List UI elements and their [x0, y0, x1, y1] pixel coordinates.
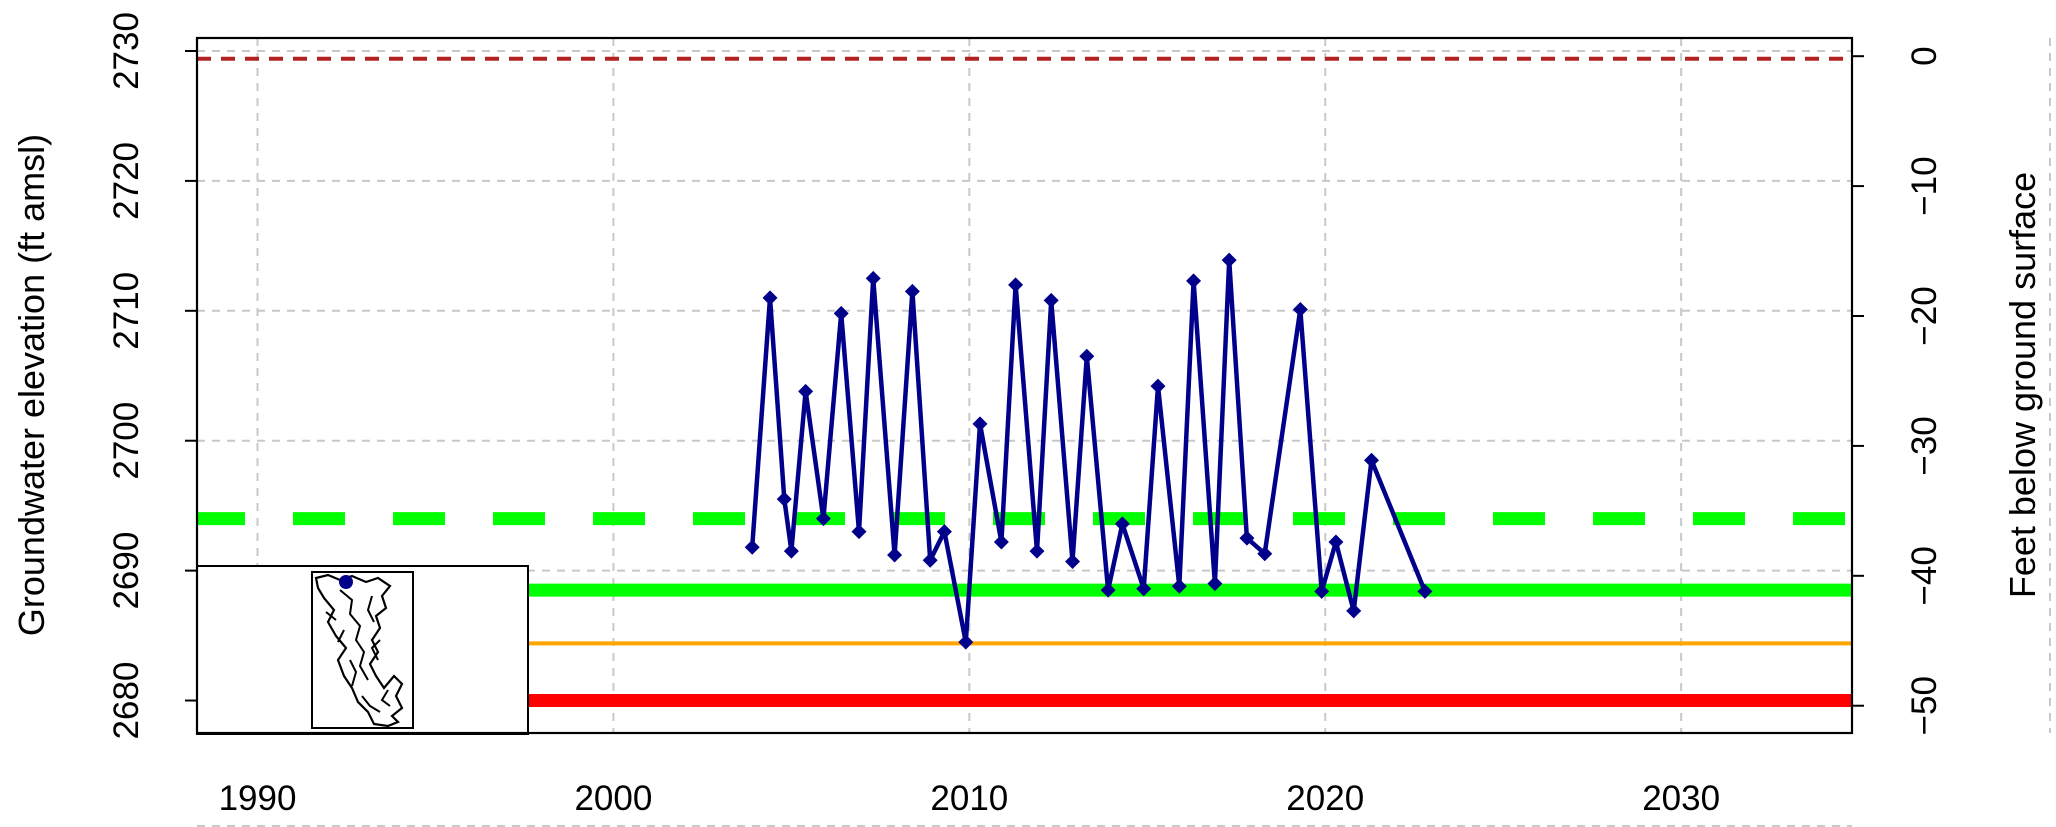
data-point — [1043, 292, 1059, 308]
data-point — [958, 634, 974, 650]
y2-axis-title: Feet below ground surface — [2002, 172, 2043, 598]
y2-tick-label: −40 — [1905, 546, 1944, 605]
data-point — [1221, 252, 1237, 268]
y-axis-title: Groundwater elevation (ft amsl) — [11, 134, 52, 636]
data-point — [904, 283, 920, 299]
data-point — [972, 416, 988, 432]
data-point — [783, 543, 799, 559]
inset-map-inner-boundary — [325, 589, 391, 713]
data-point — [1292, 302, 1308, 318]
data-point — [1100, 582, 1116, 598]
data-point — [1239, 530, 1255, 546]
y2-tick-label: −10 — [1905, 156, 1944, 215]
well-location-marker — [339, 575, 353, 589]
data-point — [851, 524, 867, 540]
data-point — [1114, 516, 1130, 532]
x-tick-label: 2020 — [1286, 779, 1364, 818]
data-point — [1008, 277, 1024, 293]
data-point — [1328, 534, 1344, 550]
x-tick-label: 2000 — [574, 779, 652, 818]
data-point — [887, 547, 903, 563]
y-tick-label: 2700 — [107, 402, 146, 480]
x-tick-label: 2030 — [1642, 779, 1720, 818]
x-tick-label: 1990 — [219, 779, 297, 818]
data-point — [1207, 576, 1223, 592]
data-point — [798, 383, 814, 399]
data-point — [1171, 578, 1187, 594]
data-point — [1346, 603, 1362, 619]
y-tick-label: 2730 — [107, 12, 146, 90]
data-point — [1257, 546, 1273, 562]
y2-tick-label: 0 — [1905, 46, 1944, 65]
plot-frame — [195, 36, 1854, 735]
y2-tick-label: −20 — [1905, 286, 1944, 345]
axes: 2680 2690 2700 2710 2720 2730 0 −10 −20 −30 −40 −50… — [107, 12, 1944, 818]
data-point — [1079, 348, 1095, 364]
data-point — [1186, 273, 1202, 289]
y-tick-label: 2690 — [107, 532, 146, 610]
y-tick-label: 2680 — [107, 662, 146, 740]
data-point — [776, 491, 792, 507]
data-point — [762, 290, 778, 306]
y2-tick-label: −30 — [1905, 416, 1944, 475]
data-point — [1029, 543, 1045, 559]
data-point — [815, 511, 831, 527]
y-tick-label: 2710 — [107, 272, 146, 350]
data-point — [936, 524, 952, 540]
inset-map-outline — [314, 573, 404, 728]
y2-tick-label: −50 — [1905, 676, 1944, 735]
data-point — [993, 534, 1009, 550]
data-point — [922, 552, 938, 568]
data-point — [1417, 583, 1433, 599]
data-point — [744, 539, 760, 555]
x-tick-label: 2010 — [930, 779, 1008, 818]
inset-map — [196, 565, 529, 735]
data-point — [1065, 554, 1081, 570]
series-layer — [744, 252, 1433, 650]
y-tick-label: 2720 — [107, 142, 146, 220]
data-point — [1364, 452, 1380, 468]
data-point — [1314, 583, 1330, 599]
data-point — [1136, 581, 1152, 597]
data-point — [1150, 378, 1166, 394]
data-point — [865, 270, 881, 286]
data-point — [833, 305, 849, 321]
